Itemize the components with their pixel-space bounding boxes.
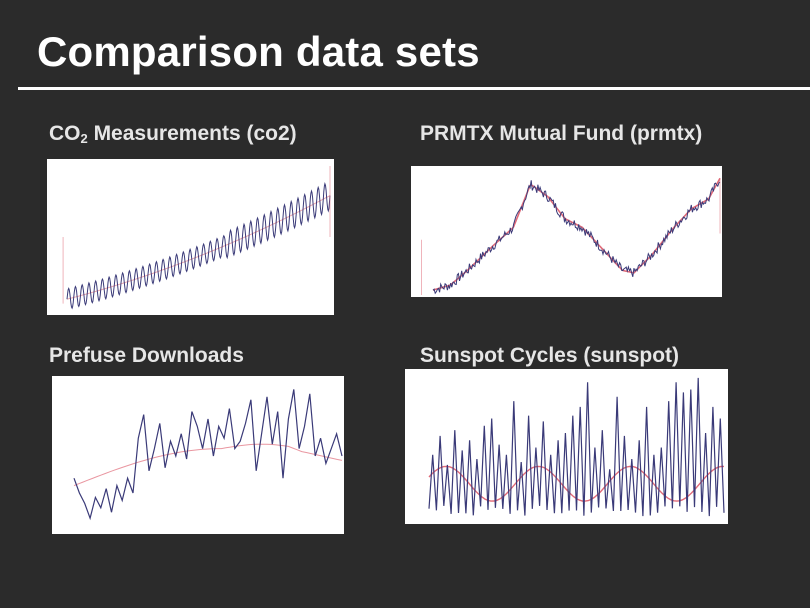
prefuse-smooth-line [73, 443, 343, 487]
co2-smooth-line [66, 195, 331, 300]
panel-label-sunspot: Sunspot Cycles (sunspot) [420, 344, 680, 367]
panel-label-co2-suffix: Measurements (co2) [87, 122, 297, 145]
title-divider [18, 87, 810, 90]
sunspot-raw-line [428, 377, 725, 517]
co2-raw-line [66, 182, 331, 310]
panel-label-prmtx: PRMTX Mutual Fund (prmtx) [420, 122, 703, 145]
chart-prmtx [411, 166, 722, 297]
prmtx-raw-line [432, 180, 721, 295]
chart-prefuse-plot [73, 389, 343, 521]
panel-label-prefuse-text: Prefuse Downloads [49, 344, 244, 367]
chart-sunspot [405, 369, 728, 524]
chart-prmtx-plot [421, 177, 721, 295]
chart-sunspot-plot [428, 377, 725, 517]
chart-prefuse [52, 376, 344, 534]
panel-label-prefuse: Prefuse Downloads [49, 344, 244, 368]
prmtx-smooth-line [432, 177, 721, 291]
panel-label-co2-subscript: 2 [80, 131, 88, 146]
panel-label-co2: CO2 Measurements (co2) [49, 122, 297, 146]
chart-co2 [47, 159, 334, 315]
slide-title: Comparison data sets [37, 28, 480, 75]
prefuse-raw-line [73, 389, 343, 521]
chart-co2-plot [62, 166, 331, 310]
panel-label-co2-prefix: CO [49, 122, 81, 145]
